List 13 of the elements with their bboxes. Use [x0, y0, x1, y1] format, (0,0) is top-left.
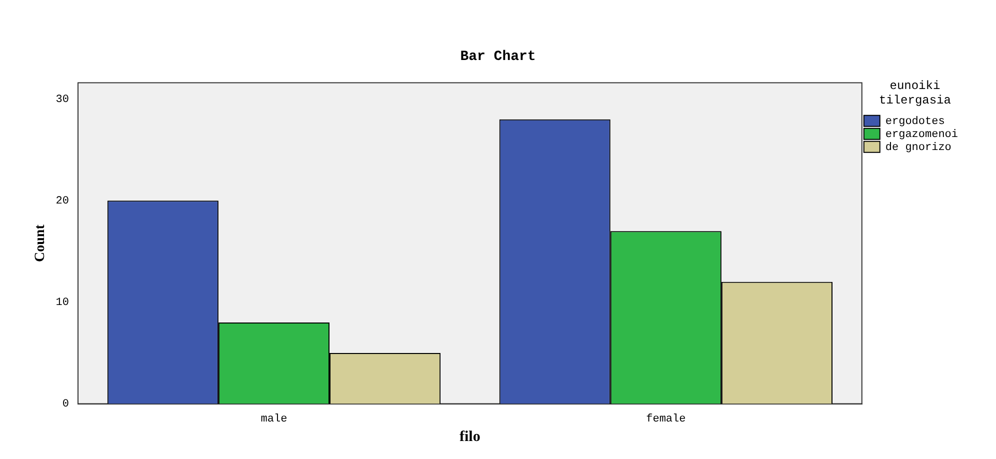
y-tick-label: 20	[56, 196, 69, 208]
legend-label: ergodotes	[885, 116, 945, 128]
y-tick-label: 0	[62, 398, 69, 411]
x-tick-label: male	[260, 413, 288, 426]
legend-title: eunoiki tilergasia	[878, 79, 951, 108]
chart-title: Bar Chart	[460, 48, 536, 65]
y-tick-label: 30	[56, 94, 69, 106]
y-axis-title: Count	[33, 224, 48, 262]
legend-label: de gnorizo	[885, 142, 952, 154]
x-axis-title: filo	[460, 428, 480, 445]
legend-label: ergazomenoi	[885, 128, 958, 141]
x-tick-label: female	[646, 413, 686, 426]
y-tick-label: 10	[56, 297, 69, 310]
